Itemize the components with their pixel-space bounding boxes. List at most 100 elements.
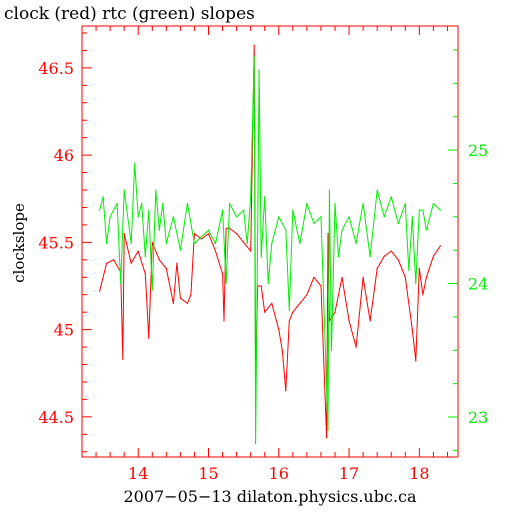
data-point-clock bbox=[144, 273, 146, 275]
data-point-clock bbox=[179, 297, 181, 299]
data-point-clock bbox=[260, 285, 262, 287]
data-point-rtc bbox=[327, 429, 329, 431]
data-point-clock bbox=[214, 250, 217, 252]
data-point-clock bbox=[122, 358, 124, 360]
data-point-clock bbox=[334, 311, 336, 313]
data-point-rtc bbox=[415, 282, 417, 285]
data-point-clock bbox=[123, 233, 125, 235]
data-point-clock bbox=[264, 311, 266, 313]
data-point-rtc bbox=[306, 202, 308, 205]
data-point-clock bbox=[418, 267, 420, 270]
y-left-tick-label: 44.5 bbox=[38, 408, 74, 427]
data-point-rtc bbox=[337, 256, 340, 258]
data-point-rtc bbox=[99, 209, 101, 211]
y-left-tick-label: 45 bbox=[54, 321, 74, 340]
data-point-clock bbox=[292, 311, 294, 313]
data-point-rtc bbox=[369, 256, 371, 258]
data-point-rtc bbox=[288, 309, 290, 311]
data-point-rtc bbox=[214, 242, 217, 245]
data-point-clock bbox=[411, 329, 413, 331]
data-point-rtc bbox=[144, 256, 146, 258]
data-point-rtc bbox=[134, 162, 136, 164]
tick-label-layer: 14 15 16 17 18 44.5 45 45.5 46 46.5 23 24 25 bbox=[38, 59, 488, 483]
data-point-rtc bbox=[258, 69, 260, 71]
x-tick-label: 17 bbox=[339, 464, 359, 483]
y-axis-label: clockslope bbox=[10, 203, 28, 283]
data-point-rtc bbox=[123, 189, 125, 191]
data-point-rtc bbox=[162, 202, 164, 205]
x-axis-label: 2007−05−13 dilaton.physics.ubc.ca bbox=[123, 487, 417, 506]
data-point-clock bbox=[422, 294, 424, 296]
data-point-rtc bbox=[411, 216, 413, 218]
x-tick-label: 14 bbox=[128, 464, 148, 483]
data-point-rtc bbox=[109, 216, 111, 218]
data-point-rtc bbox=[439, 209, 441, 211]
data-point-clock bbox=[425, 276, 427, 278]
data-point-clock bbox=[229, 227, 231, 229]
data-point-rtc bbox=[186, 202, 188, 205]
data-point-clock bbox=[207, 233, 210, 235]
data-point-rtc bbox=[355, 242, 357, 245]
y-right-tick-label: 23 bbox=[468, 408, 488, 427]
data-point-clock bbox=[271, 302, 273, 304]
data-point-rtc bbox=[292, 209, 294, 211]
data-point-clock bbox=[369, 320, 371, 322]
data-point-rtc bbox=[236, 216, 238, 218]
data-point-clock bbox=[148, 337, 150, 339]
x-tick-label: 15 bbox=[198, 464, 218, 483]
data-point-clock bbox=[158, 259, 160, 261]
data-point-clock bbox=[243, 241, 245, 243]
data-point-rtc bbox=[390, 196, 392, 198]
y-right-tick-label: 25 bbox=[468, 141, 488, 160]
data-point-clock bbox=[355, 346, 357, 348]
data-point-clock bbox=[326, 437, 328, 439]
data-point-rtc bbox=[250, 196, 252, 198]
data-point-clock bbox=[415, 360, 417, 362]
y-right-tick-label: 24 bbox=[468, 275, 488, 294]
data-point-rtc bbox=[172, 216, 174, 218]
data-point-rtc bbox=[116, 202, 118, 205]
data-point-clock bbox=[236, 233, 238, 235]
data-point-clock bbox=[278, 329, 280, 331]
data-point-rtc bbox=[320, 216, 322, 218]
data-point-rtc bbox=[257, 229, 259, 231]
data-point-rtc bbox=[267, 282, 269, 285]
data-point-rtc bbox=[313, 222, 315, 225]
data-point-rtc bbox=[179, 249, 181, 251]
data-point-rtc bbox=[299, 242, 301, 245]
chart-title: clock (red) rtc (green) slopes bbox=[4, 4, 255, 24]
data-point-rtc bbox=[243, 209, 245, 211]
data-point-rtc bbox=[120, 282, 122, 285]
data-point-clock bbox=[176, 262, 178, 264]
series-layer bbox=[99, 44, 441, 445]
data-point-rtc bbox=[260, 256, 262, 258]
data-point-clock bbox=[313, 276, 315, 278]
data-point-rtc bbox=[255, 443, 257, 445]
data-point-rtc bbox=[148, 209, 150, 211]
data-point-clock bbox=[288, 320, 290, 322]
data-point-rtc bbox=[106, 242, 108, 245]
data-point-rtc bbox=[425, 229, 427, 231]
data-point-rtc bbox=[376, 189, 378, 191]
plot-frame bbox=[81, 25, 459, 458]
data-point-rtc bbox=[408, 269, 410, 271]
tick-layer bbox=[81, 26, 458, 457]
data-point-rtc bbox=[264, 196, 266, 198]
data-point-rtc bbox=[271, 242, 273, 245]
data-point-rtc bbox=[141, 202, 143, 205]
data-point-rtc bbox=[158, 229, 160, 231]
data-point-clock bbox=[306, 294, 308, 296]
series-line-clock bbox=[99, 44, 441, 439]
data-point-clock bbox=[106, 262, 108, 264]
data-point-clock bbox=[320, 285, 322, 287]
data-point-clock bbox=[348, 320, 350, 322]
data-point-rtc bbox=[200, 236, 203, 238]
data-point-rtc bbox=[130, 242, 132, 245]
data-point-rtc bbox=[155, 189, 157, 191]
data-point-rtc bbox=[278, 216, 280, 218]
data-point-clock bbox=[151, 241, 153, 243]
data-point-clock bbox=[223, 320, 225, 322]
data-point-clock bbox=[253, 44, 255, 46]
data-point-clock bbox=[432, 255, 434, 257]
